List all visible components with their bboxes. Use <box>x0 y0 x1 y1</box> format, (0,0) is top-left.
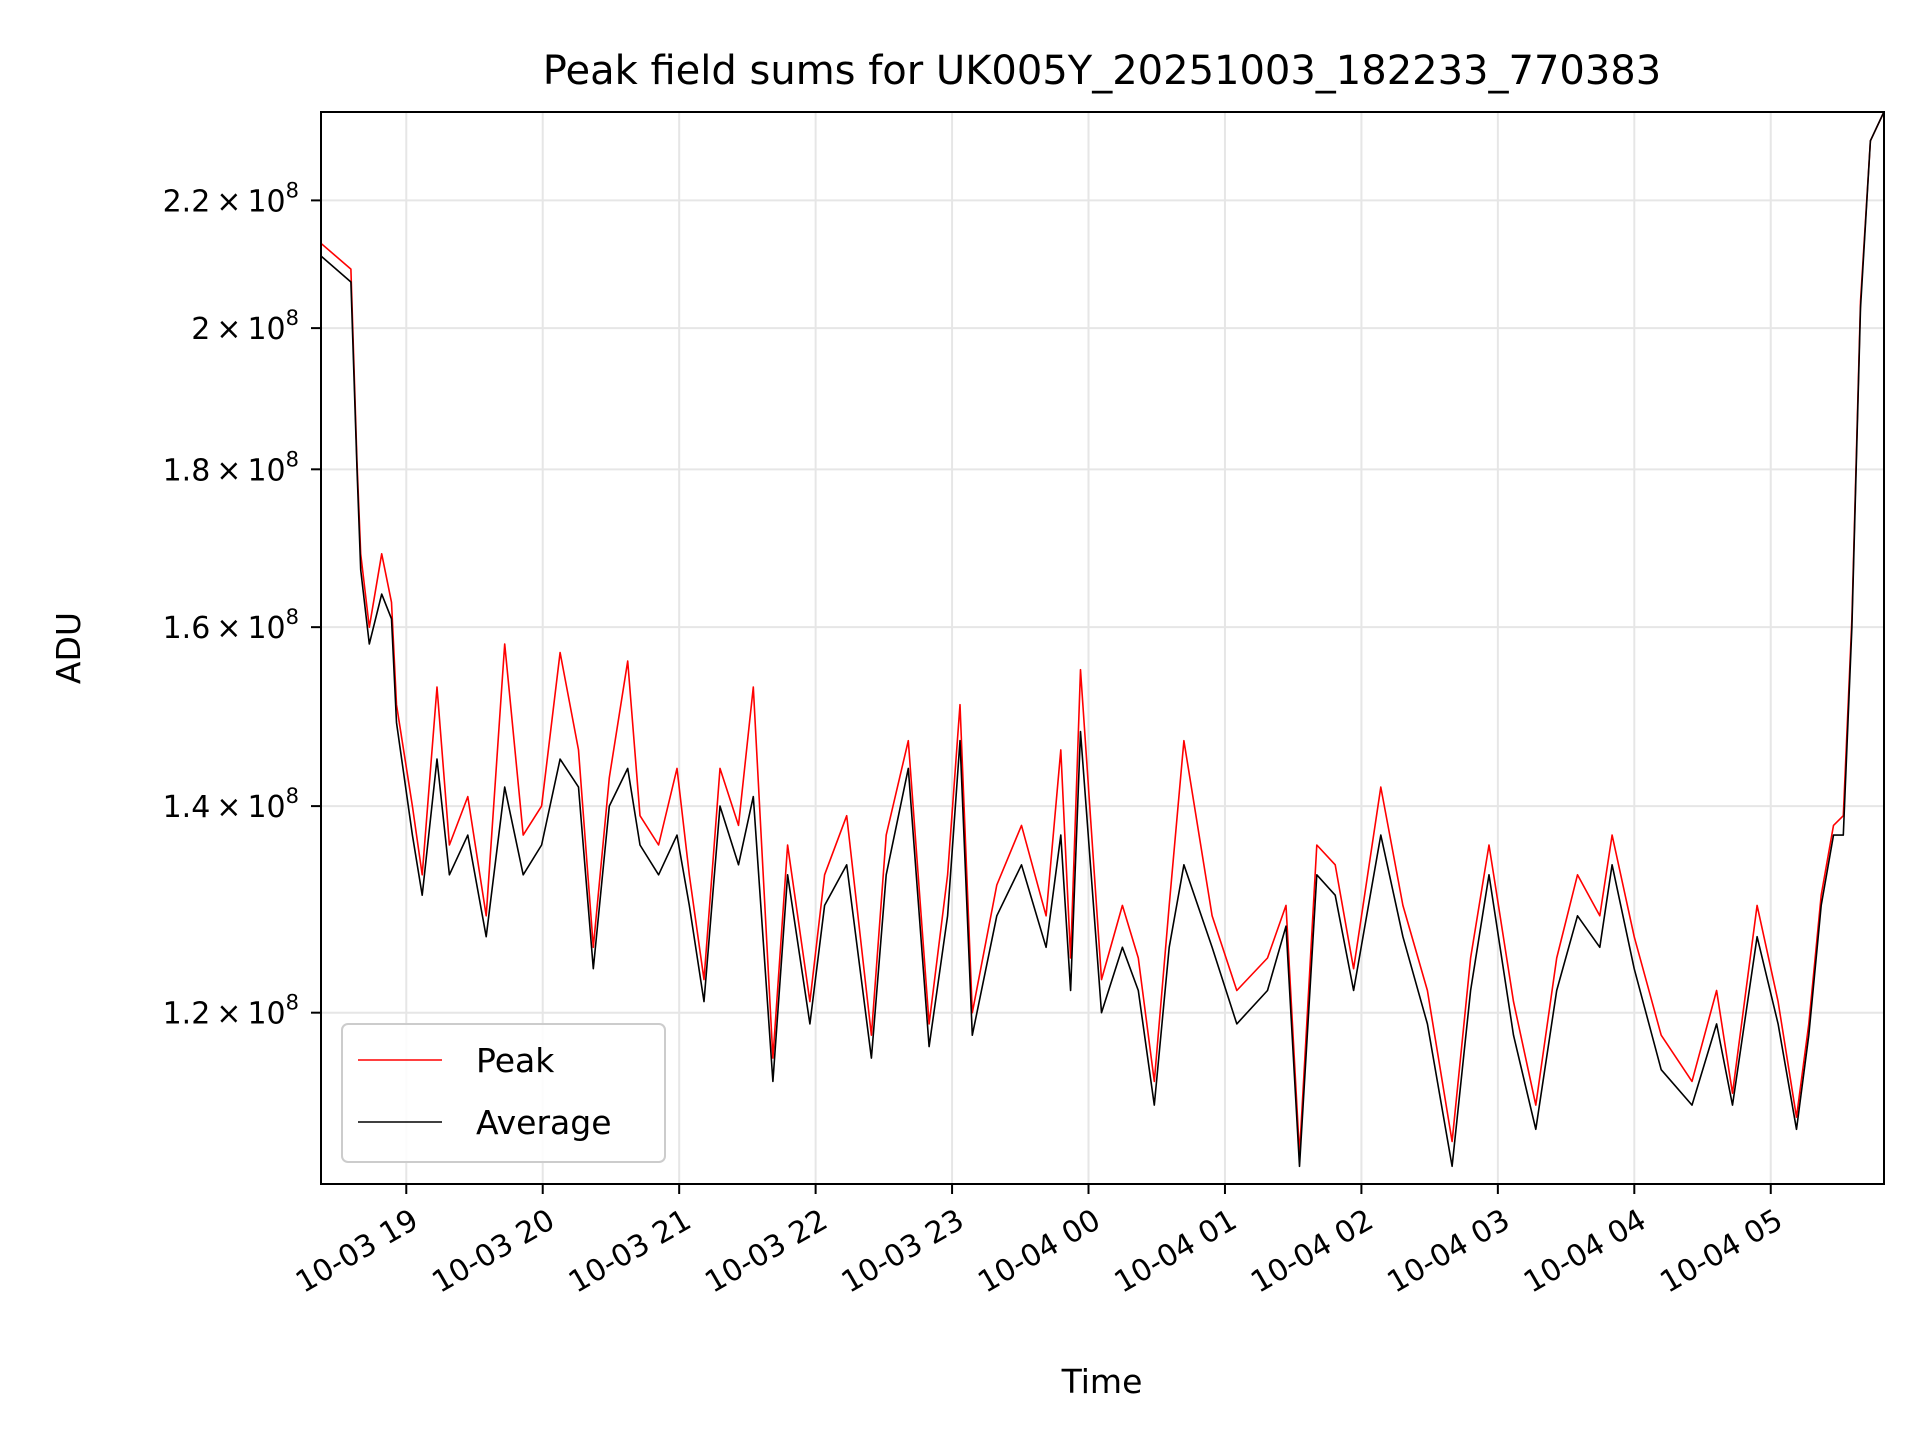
y-tick-times: × <box>210 790 247 825</box>
y-tick-base: 10 <box>247 790 285 825</box>
y-tick-exponent: 8 <box>286 306 299 330</box>
y-tick-exponent: 8 <box>286 991 299 1015</box>
y-tick-times: × <box>210 184 247 219</box>
series-layer <box>320 111 1885 1168</box>
y-tick-base: 10 <box>247 997 285 1032</box>
y-tick-label: 1.2 × 108 <box>163 991 299 1032</box>
legend-label-average: Average <box>476 1103 612 1142</box>
y-tick-mantissa: 2.2 <box>163 184 211 219</box>
y-tick-exponent: 8 <box>286 447 299 471</box>
y-tick-times: × <box>210 997 247 1032</box>
y-axis-label: ADU <box>49 612 88 684</box>
legend: Peak Average <box>341 1023 666 1163</box>
y-tick-times: × <box>210 611 247 646</box>
y-tick-exponent: 8 <box>286 178 299 202</box>
axes-frame <box>320 111 1885 1185</box>
y-tick-base: 10 <box>247 312 285 347</box>
legend-box <box>341 1023 666 1163</box>
y-tick-label: 1.8 × 108 <box>163 447 299 488</box>
y-tick-base: 10 <box>247 611 285 646</box>
y-tick-mantissa: 1.6 <box>163 611 211 646</box>
grid <box>321 112 1884 1184</box>
legend-label-peak: Peak <box>476 1041 555 1080</box>
y-tick-mantissa: 1.8 <box>163 453 211 488</box>
y-tick-label: 2 × 108 <box>191 306 299 347</box>
x-axis-label: Time <box>1061 1362 1143 1401</box>
series-line-peak <box>320 111 1885 1155</box>
y-tick-mantissa: 2 <box>191 312 210 347</box>
y-tick-base: 10 <box>247 184 285 219</box>
y-tick-exponent: 8 <box>286 784 299 808</box>
y-tick-label: 2.2 × 108 <box>163 178 299 219</box>
y-tick-times: × <box>210 312 247 347</box>
y-tick-exponent: 8 <box>286 605 299 629</box>
y-tick-base: 10 <box>247 453 285 488</box>
y-tick-label: 1.4 × 108 <box>163 784 299 825</box>
y-tick-mantissa: 1.2 <box>163 997 211 1032</box>
y-tick-label: 1.6 × 108 <box>163 605 299 646</box>
y-tick-times: × <box>210 453 247 488</box>
series-line-average <box>320 111 1885 1168</box>
chart-title: Peak field sums for UK005Y_20251003_1822… <box>543 48 1661 94</box>
y-tick-mantissa: 1.4 <box>163 790 211 825</box>
